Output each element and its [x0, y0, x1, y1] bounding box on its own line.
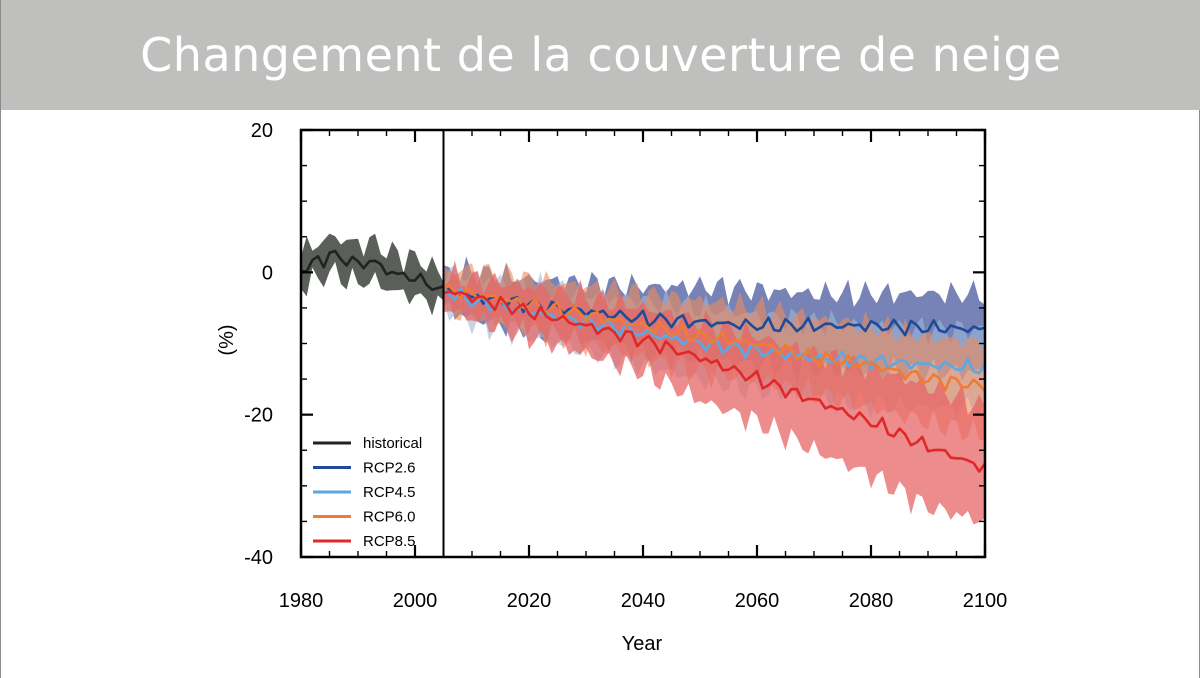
x-axis-title: Year	[622, 633, 663, 655]
series-lines	[300, 249, 987, 473]
x-tick-label: 2000	[393, 590, 438, 612]
legend-label-rcp26: RCP2.6	[363, 460, 416, 477]
y-axis-title: (%)	[216, 324, 238, 355]
x-tick-label: 2100	[963, 590, 1008, 612]
x-tick-label: 2080	[849, 590, 894, 612]
x-tick-labels: 1980 2000 2020 2040 2060 2080 2100	[279, 590, 1008, 612]
y-tick-label: -40	[244, 547, 273, 569]
y-tick-label: 0	[262, 262, 273, 284]
legend-label-rcp85: RCP8.5	[363, 533, 416, 550]
x-tick-label: 2060	[735, 590, 780, 612]
x-tick-label: 2020	[507, 590, 552, 612]
y-tick-label: 20	[251, 120, 273, 142]
x-tick-label: 1980	[279, 590, 324, 612]
legend-label-rcp60: RCP6.0	[363, 509, 416, 526]
title-bar: Changement de la couverture de neige	[1, 0, 1200, 110]
axis-ticks	[299, 128, 987, 559]
legend-label-rcp45: RCP4.5	[363, 484, 416, 501]
y-tick-labels: 20 0 -20 -40	[244, 120, 273, 569]
line-rcp60	[442, 284, 986, 393]
y-tick-label: -20	[244, 405, 273, 427]
line-historical	[300, 249, 444, 292]
x-tick-label: 2040	[621, 590, 666, 612]
line-rcp85	[443, 290, 987, 473]
legend: historical RCP2.6 RCP4.5 RCP6.0 RCP8.5	[313, 435, 422, 550]
slide-title: Changement de la couverture de neige	[140, 28, 1062, 82]
legend-label-historical: historical	[363, 435, 422, 452]
uncertainty-bands	[301, 233, 985, 525]
